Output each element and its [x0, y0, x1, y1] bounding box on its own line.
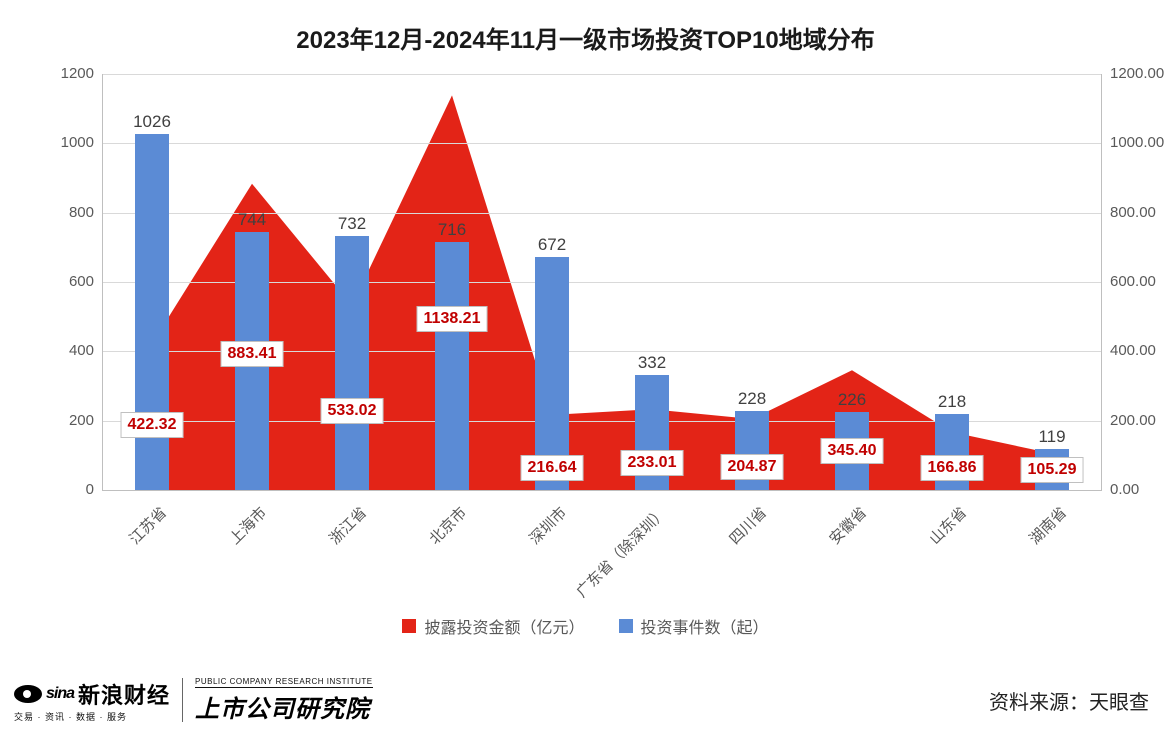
- logo-separator: [182, 678, 183, 722]
- bar: [335, 236, 369, 490]
- area-value-label: 166.86: [921, 455, 984, 481]
- area-value-label: 233.01: [621, 450, 684, 476]
- legend-label: 投资事件数（起）: [641, 614, 769, 638]
- data-source: 资料来源：天眼查: [989, 686, 1149, 715]
- legend: 披露投资金额（亿元） 投资事件数（起）: [0, 614, 1171, 638]
- bar-value-label: 119: [1038, 427, 1065, 447]
- category-label: 湖南省: [1024, 502, 1071, 549]
- y-left-tick: 600: [44, 273, 94, 290]
- area-value-label: 204.87: [721, 454, 784, 480]
- sina-finance-logo: sina 新浪财经 交易 · 资讯 · 数据 · 服务: [14, 678, 170, 723]
- y-left-tick: 1000: [44, 134, 94, 151]
- bar-value-label: 744: [238, 210, 266, 230]
- bar-value-label: 716: [438, 220, 466, 240]
- category-label: 江苏省: [124, 502, 171, 549]
- category-label: 上海市: [224, 502, 271, 549]
- bar: [435, 242, 469, 490]
- plot-area: [102, 74, 1102, 490]
- y-left-tick: 400: [44, 342, 94, 359]
- category-label: 安徽省: [824, 502, 871, 549]
- legend-swatch: [402, 619, 416, 633]
- sina-sub: 交易 · 资讯 · 数据 · 服务: [14, 710, 127, 723]
- bar-value-label: 1026: [133, 112, 171, 132]
- footer-bar: sina 新浪财经 交易 · 资讯 · 数据 · 服务 PUBLIC COMPA…: [0, 672, 1171, 728]
- legend-swatch: [619, 619, 633, 633]
- category-label: 广东省（除深圳）: [571, 502, 671, 602]
- area-value-label: 216.64: [521, 455, 584, 481]
- category-label: 深圳市: [524, 502, 571, 549]
- area-value-label: 105.29: [1021, 457, 1084, 483]
- y-right-tick: 0.00: [1110, 481, 1139, 498]
- institute-cn: 上市公司研究院: [195, 689, 373, 724]
- y-right-tick: 1000.00: [1110, 134, 1164, 151]
- legend-item: 披露投资金额（亿元）: [402, 614, 584, 638]
- bar-value-label: 672: [538, 235, 566, 255]
- chart-title: 2023年12月-2024年11月一级市场投资TOP10地域分布: [0, 20, 1171, 55]
- y-right-tick: 400.00: [1110, 342, 1156, 359]
- category-label: 北京市: [424, 502, 471, 549]
- category-label: 浙江省: [324, 502, 371, 549]
- y-right-tick: 200.00: [1110, 412, 1156, 429]
- logo-block: sina 新浪财经 交易 · 资讯 · 数据 · 服务 PUBLIC COMPA…: [14, 677, 373, 724]
- sina-cn: 新浪财经: [78, 678, 170, 710]
- research-institute-logo: PUBLIC COMPANY RESEARCH INSTITUTE 上市公司研究…: [195, 677, 373, 724]
- area-value-label: 422.32: [121, 412, 184, 438]
- y-right-tick: 600.00: [1110, 273, 1156, 290]
- bar-value-label: 732: [338, 214, 366, 234]
- bar-value-label: 226: [838, 390, 866, 410]
- y-left-tick: 200: [44, 412, 94, 429]
- category-label: 山东省: [924, 502, 971, 549]
- area-value-label: 345.40: [821, 438, 884, 464]
- bar-value-label: 218: [938, 392, 966, 412]
- y-right-tick: 800.00: [1110, 204, 1156, 221]
- area-value-label: 1138.21: [417, 306, 488, 332]
- legend-item: 投资事件数（起）: [619, 614, 769, 638]
- area-value-label: 883.41: [221, 341, 284, 367]
- y-left-tick: 1200: [44, 65, 94, 82]
- bar-value-label: 228: [738, 389, 766, 409]
- institute-en: PUBLIC COMPANY RESEARCH INSTITUTE: [195, 677, 373, 688]
- legend-label: 披露投资金额（亿元）: [424, 614, 584, 638]
- y-left-tick: 800: [44, 204, 94, 221]
- category-label: 四川省: [724, 502, 771, 549]
- y-left-tick: 0: [44, 481, 94, 498]
- area-value-label: 533.02: [321, 398, 384, 424]
- y-right-tick: 1200.00: [1110, 65, 1164, 82]
- sina-eye-icon: [14, 685, 42, 703]
- sina-en: sina: [46, 685, 74, 703]
- bar-value-label: 332: [638, 353, 666, 373]
